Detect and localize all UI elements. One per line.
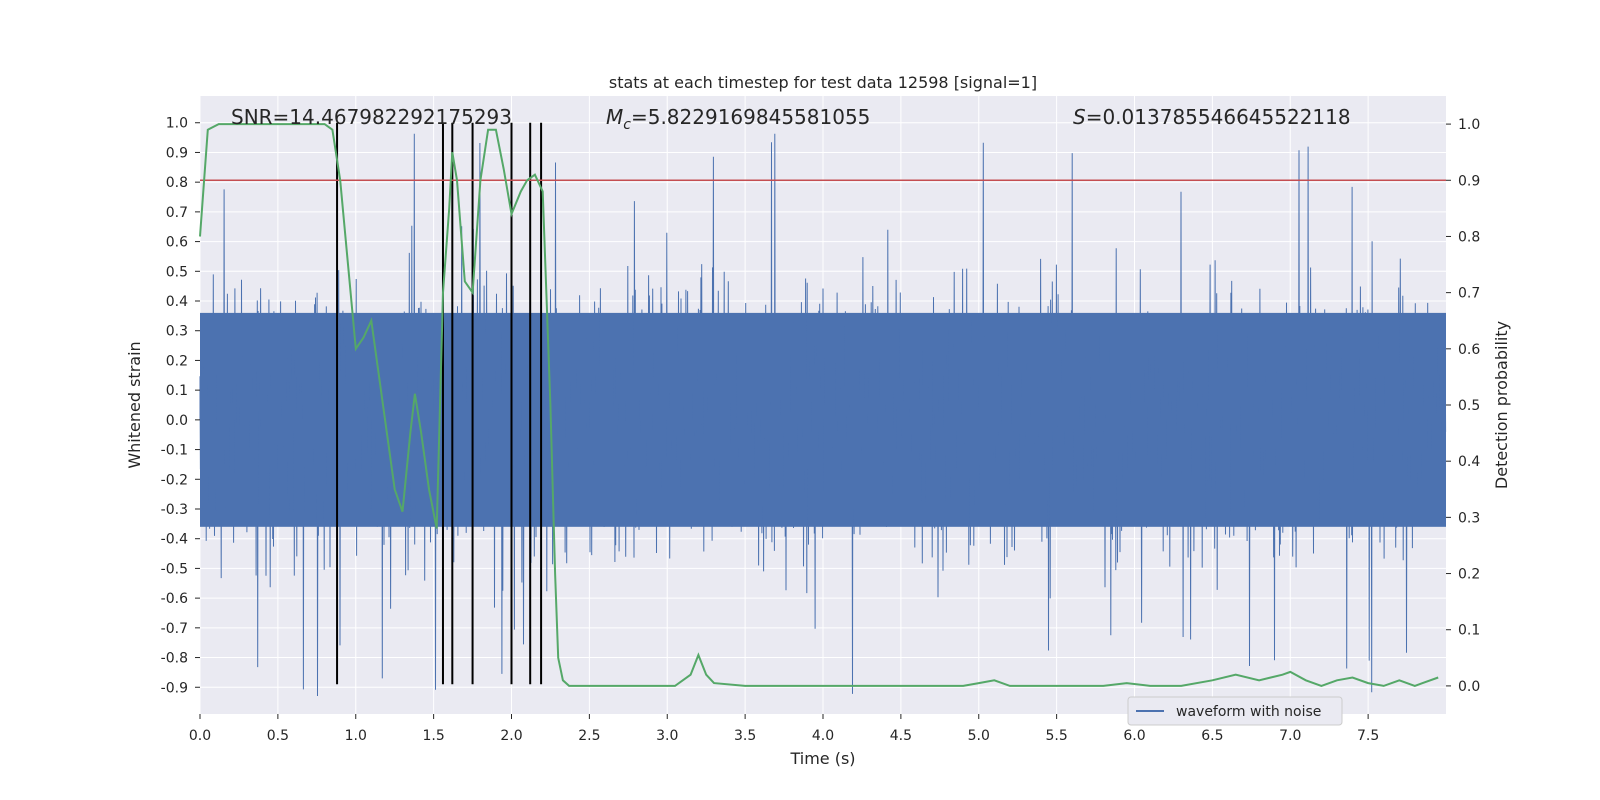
x-axis-label: Time (s) <box>789 749 855 768</box>
x-tick-label-0: 0.0 <box>189 728 211 744</box>
y-tick-label-7: 0.3 <box>166 324 188 340</box>
y-tick-label-6: 0.4 <box>166 294 188 310</box>
chirp-mass-annotation: Mc=5.8229169845581055 <box>606 105 870 133</box>
chirp-mass-symbol: M <box>606 105 623 129</box>
y-tick-label-19: -0.9 <box>161 680 188 696</box>
x-tick-label-12: 6.0 <box>1123 728 1145 744</box>
s-value: =0.013785546645522118 <box>1086 105 1351 129</box>
snr-annotation: SNR=14.467982292175293 <box>231 105 512 129</box>
y-tick-label-14: -0.4 <box>161 532 188 548</box>
event-markers <box>336 122 543 685</box>
legend-label: waveform with noise <box>1176 704 1321 720</box>
x-tick-label-9: 4.5 <box>890 728 912 744</box>
y-right-tick-label-1: 0.9 <box>1458 173 1480 189</box>
y-right-tick-label-2: 0.8 <box>1458 229 1480 245</box>
y-tick-label-3: 0.7 <box>166 205 188 221</box>
chirp-mass-subscript: c <box>623 117 631 133</box>
waveform-with-noise-series <box>199 133 1447 697</box>
y-right-tick-label-8: 0.2 <box>1458 567 1480 583</box>
y-tick-label-12: -0.2 <box>161 472 188 488</box>
x-tick-label-7: 3.5 <box>734 728 756 744</box>
x-tick-label-3: 1.5 <box>422 728 444 744</box>
y-right-tick-label-4: 0.6 <box>1458 342 1480 358</box>
x-tick-label-8: 4.0 <box>812 728 834 744</box>
y-tick-label-1: 0.9 <box>166 145 188 161</box>
waveform-trace <box>199 133 1447 697</box>
y-tick-label-15: -0.5 <box>161 561 188 577</box>
x-tick-label-1: 0.5 <box>267 728 289 744</box>
y-tick-label-13: -0.3 <box>161 502 188 518</box>
x-tick-label-5: 2.5 <box>578 728 600 744</box>
legend-box <box>1127 696 1343 726</box>
y-right-tick-label-6: 0.4 <box>1458 454 1480 470</box>
y-right-tick-label-7: 0.3 <box>1458 510 1480 526</box>
x-tick-label-10: 5.0 <box>968 728 990 744</box>
y-tick-label-11: -0.1 <box>161 443 188 459</box>
x-tick-label-11: 5.5 <box>1045 728 1067 744</box>
y-tick-label-17: -0.7 <box>161 621 188 637</box>
y-axis-right-label: Detection probability <box>1492 321 1511 489</box>
x-axis-ticks: 0.0 0.5 1.0 1.5 2.0 2.5 3.0 3.5 4.0 4.5 5.0 5.5 6.0 6… <box>189 714 1379 744</box>
y-tick-label-9: 0.1 <box>166 383 188 399</box>
legend: waveform with noise <box>1127 696 1343 726</box>
x-tick-label-2: 1.0 <box>345 728 367 744</box>
x-tick-label-15: 7.5 <box>1357 728 1379 744</box>
y-tick-label-8: 0.2 <box>166 353 188 369</box>
y-tick-label-5: 0.5 <box>166 264 188 280</box>
y-tick-label-2: 0.8 <box>166 175 188 191</box>
y-right-tick-label-3: 0.7 <box>1458 286 1480 302</box>
y-axis-left-label: Whitened strain <box>125 341 144 468</box>
y-tick-label-16: -0.6 <box>161 591 188 607</box>
y-tick-label-0: 1.0 <box>166 116 188 132</box>
y-right-tick-label-10: 0.0 <box>1458 679 1480 695</box>
y-axis-left-ticks: 1.0 0.9 0.8 0.7 0.6 0.5 0.4 0.3 0.2 0.1 0.0 -0.1 -0.… <box>161 116 200 696</box>
y-tick-label-4: 0.6 <box>166 235 188 251</box>
y-right-tick-label-9: 0.1 <box>1458 623 1480 639</box>
y-tick-label-18: -0.8 <box>161 651 188 667</box>
y-right-tick-label-5: 0.5 <box>1458 398 1480 414</box>
x-tick-label-13: 6.5 <box>1201 728 1223 744</box>
chirp-mass-value: =5.8229169845581055 <box>631 105 870 129</box>
chart-title: stats at each timestep for test data 125… <box>609 73 1037 92</box>
s-annotation: S=0.013785546645522118 <box>1073 105 1351 129</box>
y-tick-label-10: 0.0 <box>166 413 188 429</box>
x-tick-label-4: 2.0 <box>500 728 522 744</box>
x-tick-label-14: 7.0 <box>1279 728 1301 744</box>
s-symbol: S <box>1073 105 1086 129</box>
x-tick-label-6: 3.0 <box>656 728 678 744</box>
detection-probability-line <box>199 123 1439 687</box>
y-right-tick-label-0: 1.0 <box>1458 117 1480 133</box>
y-axis-right-ticks: 1.0 0.9 0.8 0.7 0.6 0.5 0.4 0.3 0.2 0.1 0.0 <box>1446 117 1480 695</box>
